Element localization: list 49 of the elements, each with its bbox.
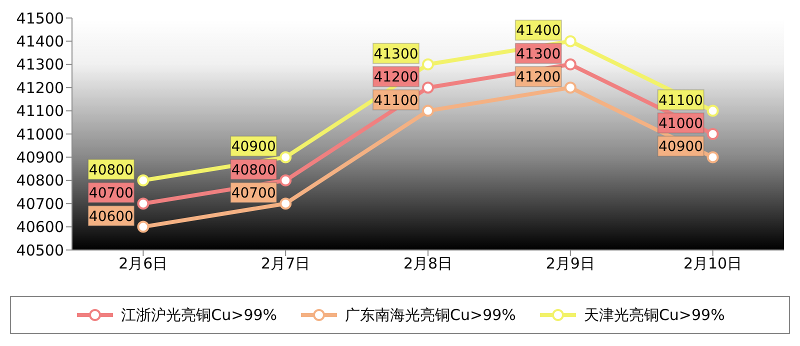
data-label: 40700 xyxy=(231,186,276,202)
point xyxy=(137,198,150,210)
point xyxy=(706,151,719,164)
data-label: 41200 xyxy=(516,70,561,86)
legend-label: 江浙沪光亮铜Cu>99% xyxy=(121,306,278,324)
point xyxy=(706,104,719,117)
y-tick-label: 40700 xyxy=(16,194,64,213)
data-label: 40900 xyxy=(231,139,276,156)
data-label: 41300 xyxy=(516,46,561,62)
point xyxy=(564,35,576,48)
data-label: 41100 xyxy=(658,92,704,109)
x-tick-label: 2月6日 xyxy=(118,254,168,273)
data-label: 40900 xyxy=(658,139,704,156)
point xyxy=(280,174,292,186)
data-label: 41300 xyxy=(374,46,418,62)
x-tick-label: 2月9日 xyxy=(546,254,595,273)
data-label: 40800 xyxy=(88,162,134,178)
data-label: 41200 xyxy=(374,70,418,86)
x-tick-label: 2月8日 xyxy=(403,254,453,273)
point xyxy=(422,82,434,94)
y-tick-label: 41400 xyxy=(16,32,64,51)
data-label: 41100 xyxy=(374,92,418,109)
y-tick-label: 41200 xyxy=(16,78,64,97)
y-tick-label: 41000 xyxy=(16,125,64,144)
y-tick-label: 40600 xyxy=(16,218,64,236)
y-tick-label: 40900 xyxy=(16,148,64,167)
data-label: 41400 xyxy=(516,23,561,40)
point xyxy=(137,220,150,233)
data-label: 40700 xyxy=(88,186,134,202)
legend-label: 天津光亮铜Cu>99% xyxy=(584,306,725,324)
y-tick-label: 40500 xyxy=(16,241,64,260)
y-tick-label: 41500 xyxy=(16,9,64,28)
data-label: 40800 xyxy=(231,162,276,178)
data-label: 40600 xyxy=(88,208,134,225)
point xyxy=(706,128,719,140)
y-tick-label: 40800 xyxy=(16,172,64,190)
legend-label: 广东南海光亮铜Cu>99% xyxy=(345,306,516,324)
point xyxy=(280,151,292,164)
point xyxy=(422,58,434,70)
point xyxy=(137,174,150,186)
point xyxy=(422,104,434,117)
point xyxy=(564,58,576,70)
y-tick-label: 41100 xyxy=(16,102,64,120)
point xyxy=(564,82,576,94)
y-tick-label: 41300 xyxy=(16,56,64,74)
x-tick-label: 2月7日 xyxy=(261,254,310,273)
x-tick-label: 2月10日 xyxy=(683,254,742,273)
data-label: 41000 xyxy=(658,116,704,132)
point xyxy=(280,198,292,210)
